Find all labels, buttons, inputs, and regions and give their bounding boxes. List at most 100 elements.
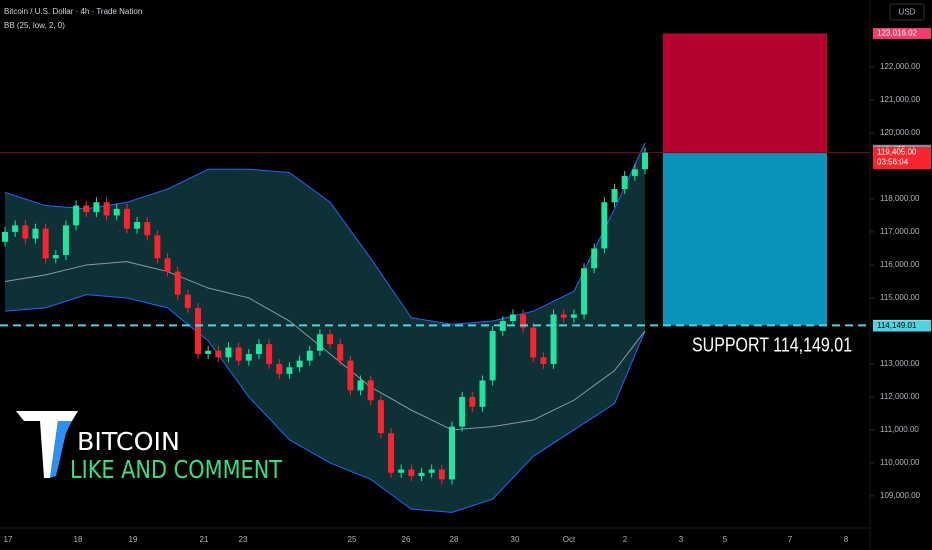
- x-tick-label: 18: [74, 535, 83, 544]
- bb-lower: [4, 294, 646, 513]
- candle-body: [530, 327, 537, 358]
- watermark-line1: BITCOIN: [77, 427, 180, 456]
- y-tick-label: 113,000.00: [880, 359, 920, 368]
- candle-body: [93, 202, 100, 213]
- candle-body: [42, 228, 49, 259]
- price-tag: 123,016.02: [873, 27, 931, 39]
- candle-body: [205, 350, 212, 355]
- candle-body: [22, 225, 29, 239]
- bb-fill: [5, 142, 645, 513]
- y-tick-label: 117,000.00: [880, 227, 920, 236]
- candle-body: [642, 152, 648, 170]
- candle-body: [428, 469, 435, 473]
- price-tag-label: 119,405.00: [877, 148, 917, 157]
- candle-body: [73, 205, 80, 226]
- x-tick-label: 8: [844, 535, 849, 544]
- candle-body: [276, 363, 283, 374]
- x-tick-label: 5: [723, 535, 728, 544]
- candle-body: [621, 175, 628, 190]
- candle-body: [316, 334, 323, 351]
- candle-body: [509, 314, 516, 322]
- candle-body: [235, 347, 242, 361]
- x-tick-label: 3: [679, 535, 684, 544]
- candle-body: [347, 360, 354, 391]
- candle-body: [560, 314, 567, 318]
- price-tag-label: 114,149.01: [877, 321, 917, 330]
- candle-body: [367, 380, 374, 401]
- candle-body: [570, 314, 577, 318]
- candle-body: [144, 222, 151, 236]
- y-tick-label: 120,000.00: [880, 128, 921, 137]
- x-tick-label: 2: [623, 535, 628, 544]
- candle-body: [306, 350, 313, 361]
- chart-title: Bitcoin / U.S. Dollar · 4h · Trade Natio…: [4, 7, 142, 16]
- candle-body: [83, 205, 90, 213]
- candle-body: [469, 396, 476, 407]
- x-tick-label: 17: [4, 535, 13, 544]
- plot-area: [0, 33, 870, 513]
- candle-body: [591, 248, 598, 269]
- y-tick-label: 116,000.00: [880, 260, 920, 269]
- candle-body: [337, 344, 344, 361]
- candle-body: [377, 400, 384, 434]
- candle-body: [499, 321, 506, 331]
- candle-body: [134, 222, 141, 229]
- support-text: SUPPORT 114,149.01: [692, 335, 852, 357]
- price-tag-box: [873, 27, 931, 39]
- candle-body: [388, 433, 395, 473]
- candle-body: [266, 344, 273, 364]
- y-tick-label: 111,000.00: [880, 425, 919, 434]
- candle-body: [520, 314, 527, 328]
- y-tick-label: 109,000.00: [880, 491, 921, 500]
- indicator-label: BB (25, low, 2, 0): [4, 21, 65, 30]
- candle-body: [215, 350, 222, 358]
- candle-body: [631, 169, 638, 176]
- position-target: [663, 33, 827, 153]
- x-tick-label: 30: [511, 535, 520, 544]
- price-tag-box: [873, 147, 931, 170]
- y-tick-label: 122,000.00: [880, 62, 921, 71]
- x-tick-label: 23: [239, 535, 248, 544]
- logo-t-accent: [50, 421, 72, 478]
- currency-label[interactable]: USD: [899, 8, 916, 17]
- candle-body: [357, 380, 364, 391]
- candle-body: [164, 258, 171, 272]
- x-tick-label: 21: [200, 535, 209, 544]
- candle-body: [123, 208, 130, 229]
- candle-body: [438, 469, 445, 480]
- bb-basis: [4, 261, 646, 431]
- candle-body: [489, 330, 496, 381]
- candle-body: [113, 208, 120, 216]
- watermark-line2: LIKE AND COMMENT: [70, 455, 283, 484]
- candle-body: [52, 255, 59, 259]
- candle-body: [12, 225, 19, 232]
- candle-body: [479, 380, 486, 407]
- candle-body: [184, 294, 191, 308]
- candle-body: [195, 307, 202, 355]
- currency-box[interactable]: [889, 3, 925, 21]
- position-stop: [663, 152, 827, 326]
- candle-body: [398, 469, 405, 473]
- candle-body: [2, 231, 8, 242]
- candle-body: [103, 202, 110, 216]
- candle-body: [327, 334, 334, 345]
- y-tick-label: 118,000.00: [880, 194, 920, 203]
- x-tick-label: 25: [348, 535, 357, 544]
- candle-body: [459, 396, 466, 427]
- y-tick-label: 112,000.00: [880, 392, 920, 401]
- price-tag-countdown: 03:56:04: [877, 158, 909, 167]
- candle-body: [601, 202, 608, 249]
- price-tag: 114,149.01: [873, 320, 931, 332]
- price-tag-box: [873, 320, 931, 332]
- x-tick-label: Oct: [563, 535, 576, 544]
- candle-body: [540, 357, 547, 364]
- candle-body: [154, 235, 161, 259]
- candle-body: [32, 228, 39, 239]
- y-tick-label: 115,000.00: [880, 293, 920, 302]
- candle-body: [62, 225, 69, 256]
- x-tick-label: 28: [450, 535, 459, 544]
- candle-body: [581, 268, 588, 315]
